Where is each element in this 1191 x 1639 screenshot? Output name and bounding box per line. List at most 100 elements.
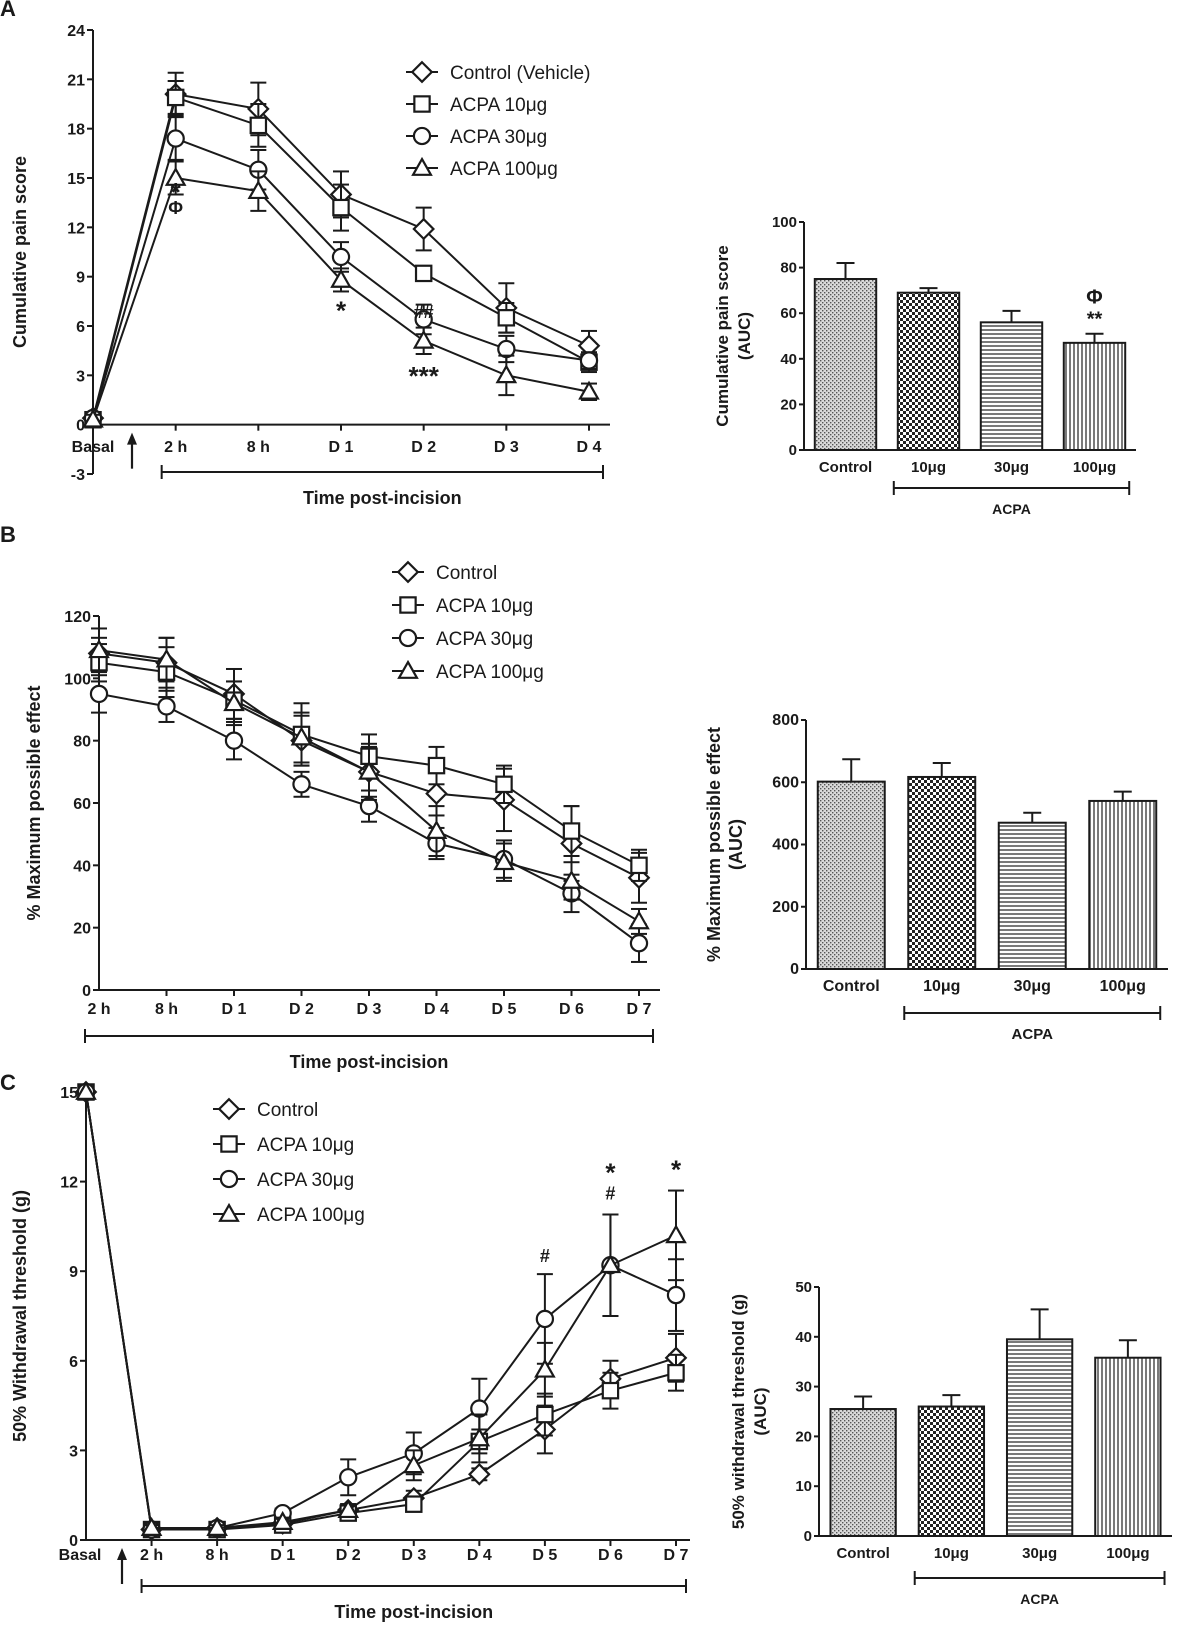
x-tick-label: 30μg [1014, 978, 1051, 995]
x-tick-label: 2 h [164, 439, 187, 456]
data-point [332, 198, 350, 217]
significance-label: Φ [168, 198, 183, 218]
bar [813, 278, 878, 451]
data-point [402, 1454, 425, 1474]
y-tick-label: 6 [69, 1354, 78, 1371]
legend-marker [220, 1135, 238, 1153]
x-tick-label: 8 h [247, 439, 270, 456]
legend-marker [396, 560, 420, 584]
y-tick-label: 9 [76, 270, 85, 287]
significance-label: ## [414, 302, 434, 322]
x-tick-label: D 5 [492, 1001, 517, 1018]
x-tick-label: Control [819, 459, 872, 476]
bar [1088, 799, 1158, 970]
data-point [665, 1224, 687, 1244]
y-tick-label: 100 [772, 214, 797, 231]
data-point [536, 1405, 554, 1424]
y-tick-label: 3 [69, 1443, 78, 1460]
x-tick-label: 8 h [155, 1001, 178, 1018]
data-point [425, 819, 448, 839]
y-tick-label: 80 [780, 260, 797, 277]
y-tick-label: 12 [60, 1175, 78, 1192]
bar [917, 1405, 986, 1538]
y-tick-label: 9 [69, 1264, 78, 1281]
data-point [412, 329, 435, 349]
data-point [164, 166, 187, 186]
data-point [468, 1427, 491, 1447]
legend-label: Control [257, 1100, 318, 1121]
significance-label: *** [408, 361, 439, 391]
y-tick-label: 0 [804, 1528, 812, 1545]
x-tick-label: Basal [72, 439, 115, 456]
data-point [157, 697, 176, 716]
bar [1094, 1356, 1162, 1537]
series-line [85, 1091, 677, 1531]
y-axis-label: 50% withdrawal threshold (g) [729, 1294, 748, 1529]
bar [1005, 1338, 1074, 1538]
series-line [85, 1091, 677, 1531]
data-point [630, 856, 648, 875]
x-tick-label: 10μg [934, 1545, 969, 1562]
y-tick-label: 0 [76, 418, 85, 435]
y-tick-label: 200 [772, 899, 799, 916]
legend-marker [217, 1097, 241, 1121]
x-tick-label: 30μg [1022, 1545, 1057, 1562]
chart-b-bar: 0 200 400 600 800 Control 10μg 30μg 100μg ACPA % M… [704, 712, 1168, 1043]
x-tick-label: 10μg [923, 978, 960, 995]
x-axis-label: Time post-incision [303, 488, 462, 508]
x-tick-label: 10μg [911, 459, 946, 476]
legend-marker [413, 95, 431, 113]
x-tick-label: D 7 [627, 1001, 652, 1018]
y-tick-label: 40 [73, 858, 91, 875]
x-axis-label: Time post-incision [290, 1052, 449, 1072]
legend-label: ACPA 100μg [450, 159, 558, 180]
data-point [425, 782, 448, 805]
data-point [166, 88, 185, 107]
series-circle [89, 674, 649, 963]
y-tick-label: 0 [790, 961, 799, 978]
data-point [166, 129, 185, 148]
significance-label: * [171, 177, 182, 207]
data-point [75, 1080, 97, 1100]
series-diamond [74, 1080, 688, 1541]
x-tick-label: D 1 [270, 1547, 295, 1564]
y-axis-label: % Maximum possible effect [24, 685, 44, 920]
x-tick-label: Control [836, 1545, 889, 1562]
legend-marker [399, 596, 417, 614]
data-point [88, 639, 110, 659]
y-axis-label-unit: (AUC) [735, 312, 754, 360]
data-point [666, 1285, 686, 1305]
legend-marker [398, 628, 418, 648]
y-tick-label: 50 [795, 1279, 812, 1296]
y-tick-label: 3 [76, 368, 85, 385]
data-point [206, 1516, 228, 1536]
y-tick-label: 21 [67, 72, 85, 89]
data-point [337, 1498, 360, 1519]
y-axis-label: Cumulative pain score [10, 156, 30, 348]
bar [896, 291, 961, 451]
data-point [331, 247, 351, 267]
x-tick-label: D 1 [329, 439, 354, 456]
y-axis-label: Cumulative pain score [713, 245, 732, 426]
y-tick-label: 40 [795, 1329, 812, 1346]
x-tick-label: D 4 [577, 439, 602, 456]
legend-label: Control (Vehicle) [450, 63, 590, 84]
data-point [629, 934, 649, 953]
y-tick-label: 60 [73, 796, 91, 813]
y-tick-label: 60 [780, 305, 797, 322]
series-line [85, 1091, 677, 1531]
x-tick-label: D 2 [336, 1547, 361, 1564]
x-tick-label: 2 h [87, 1001, 110, 1018]
bar [829, 1408, 897, 1538]
chart-b-line: 0 20 40 60 80 100 120 2 h 8 h D 1 D 2 D 3 D 4 D 5 D 6 D… [24, 560, 660, 1072]
injection-arrowhead [127, 432, 137, 445]
group-label: ACPA [1012, 1026, 1054, 1043]
data-point [495, 775, 513, 794]
y-tick-label: 80 [73, 734, 91, 751]
x-tick-label: D 2 [411, 439, 436, 456]
x-tick-label: D 2 [289, 1001, 314, 1018]
data-point [330, 268, 352, 288]
x-tick-label: D 3 [401, 1547, 426, 1564]
x-tick-label: D 3 [357, 1001, 382, 1018]
y-tick-label: 0 [69, 1533, 78, 1550]
